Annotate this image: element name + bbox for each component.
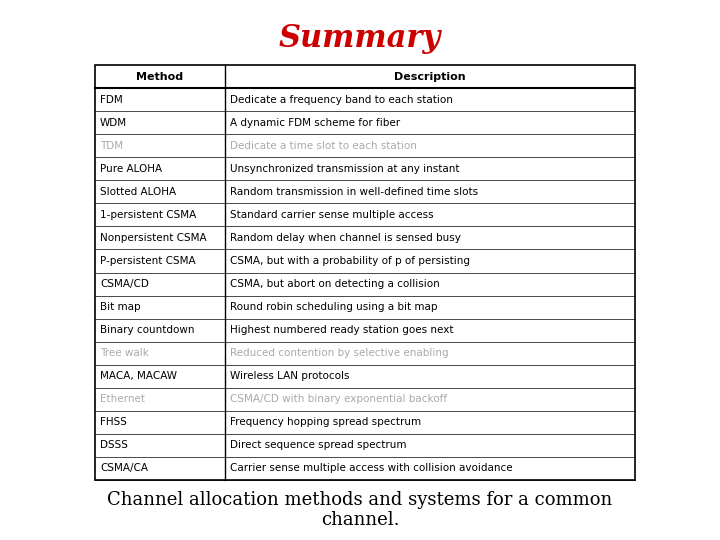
Text: Summary: Summary	[279, 23, 441, 53]
Text: Direct sequence spread spectrum: Direct sequence spread spectrum	[230, 441, 407, 450]
Text: Binary countdown: Binary countdown	[100, 325, 194, 335]
Text: A dynamic FDM scheme for fiber: A dynamic FDM scheme for fiber	[230, 118, 400, 127]
Text: Tree walk: Tree walk	[100, 348, 149, 358]
Text: Standard carrier sense multiple access: Standard carrier sense multiple access	[230, 210, 433, 220]
Text: Channel allocation methods and systems for a common
channel.: Channel allocation methods and systems f…	[107, 491, 613, 529]
Text: CSMA/CA: CSMA/CA	[100, 463, 148, 474]
Text: FDM: FDM	[100, 94, 122, 105]
Text: Highest numbered ready station goes next: Highest numbered ready station goes next	[230, 325, 454, 335]
Text: Ethernet: Ethernet	[100, 394, 145, 404]
Text: WDM: WDM	[100, 118, 127, 127]
Text: Wireless LAN protocols: Wireless LAN protocols	[230, 372, 349, 381]
Text: CSMA, but with a probability of p of persisting: CSMA, but with a probability of p of per…	[230, 256, 470, 266]
Text: TDM: TDM	[100, 141, 123, 151]
Text: DSSS: DSSS	[100, 441, 128, 450]
Text: CSMA/CD with binary exponential backoff: CSMA/CD with binary exponential backoff	[230, 394, 447, 404]
Text: Bit map: Bit map	[100, 302, 140, 312]
Text: Method: Method	[136, 71, 184, 82]
Text: MACA, MACAW: MACA, MACAW	[100, 372, 177, 381]
Text: Carrier sense multiple access with collision avoidance: Carrier sense multiple access with colli…	[230, 463, 513, 474]
Text: Pure ALOHA: Pure ALOHA	[100, 164, 162, 174]
Text: Random transmission in well-defined time slots: Random transmission in well-defined time…	[230, 187, 478, 197]
Text: Random delay when channel is sensed busy: Random delay when channel is sensed busy	[230, 233, 461, 243]
Bar	[95, 65, 635, 480]
Text: Round robin scheduling using a bit map: Round robin scheduling using a bit map	[230, 302, 438, 312]
Text: Frequency hopping spread spectrum: Frequency hopping spread spectrum	[230, 417, 421, 427]
Text: Dedicate a frequency band to each station: Dedicate a frequency band to each statio…	[230, 94, 453, 105]
Text: Description: Description	[394, 71, 466, 82]
Text: 1-persistent CSMA: 1-persistent CSMA	[100, 210, 197, 220]
Text: Slotted ALOHA: Slotted ALOHA	[100, 187, 176, 197]
Text: CSMA, but abort on detecting a collision: CSMA, but abort on detecting a collision	[230, 279, 440, 289]
Text: Reduced contention by selective enabling: Reduced contention by selective enabling	[230, 348, 449, 358]
Text: Dedicate a time slot to each station: Dedicate a time slot to each station	[230, 141, 417, 151]
Text: P-persistent CSMA: P-persistent CSMA	[100, 256, 196, 266]
Text: FHSS: FHSS	[100, 417, 127, 427]
Text: Unsynchronized transmission at any instant: Unsynchronized transmission at any insta…	[230, 164, 459, 174]
Text: Nonpersistent CSMA: Nonpersistent CSMA	[100, 233, 207, 243]
Text: CSMA/CD: CSMA/CD	[100, 279, 149, 289]
